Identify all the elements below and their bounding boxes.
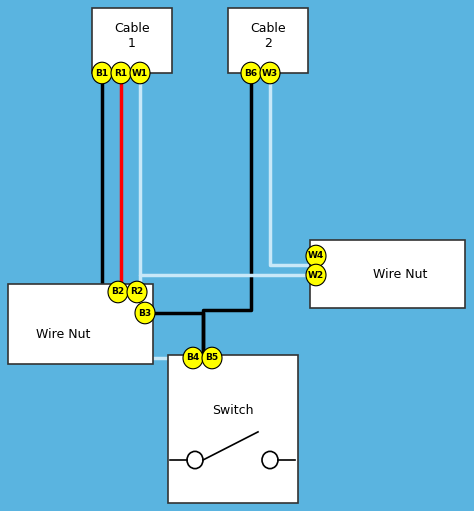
Circle shape [111,62,131,84]
Circle shape [306,264,326,286]
Text: W1: W1 [132,68,148,78]
FancyBboxPatch shape [228,8,308,73]
FancyBboxPatch shape [8,284,153,364]
FancyBboxPatch shape [92,8,172,73]
Text: Wire Nut: Wire Nut [373,267,427,281]
Text: B2: B2 [111,288,125,296]
Text: R1: R1 [114,68,128,78]
Text: Wire Nut: Wire Nut [36,328,90,340]
Circle shape [202,347,222,369]
Circle shape [183,347,203,369]
Text: W2: W2 [308,270,324,280]
FancyBboxPatch shape [168,355,298,503]
Text: B3: B3 [138,309,152,317]
Text: Switch: Switch [212,404,254,416]
Circle shape [306,245,326,267]
Circle shape [135,302,155,324]
Text: Cable
1: Cable 1 [114,22,150,50]
Text: B4: B4 [186,354,200,362]
Text: Cable
2: Cable 2 [250,22,286,50]
Circle shape [127,281,147,303]
Text: B1: B1 [95,68,109,78]
Circle shape [241,62,261,84]
Circle shape [260,62,280,84]
Text: W3: W3 [262,68,278,78]
FancyBboxPatch shape [310,240,465,308]
Circle shape [92,62,112,84]
Text: W4: W4 [308,251,324,261]
Circle shape [130,62,150,84]
Text: R2: R2 [130,288,144,296]
Text: B6: B6 [245,68,257,78]
Circle shape [108,281,128,303]
Text: B5: B5 [205,354,219,362]
